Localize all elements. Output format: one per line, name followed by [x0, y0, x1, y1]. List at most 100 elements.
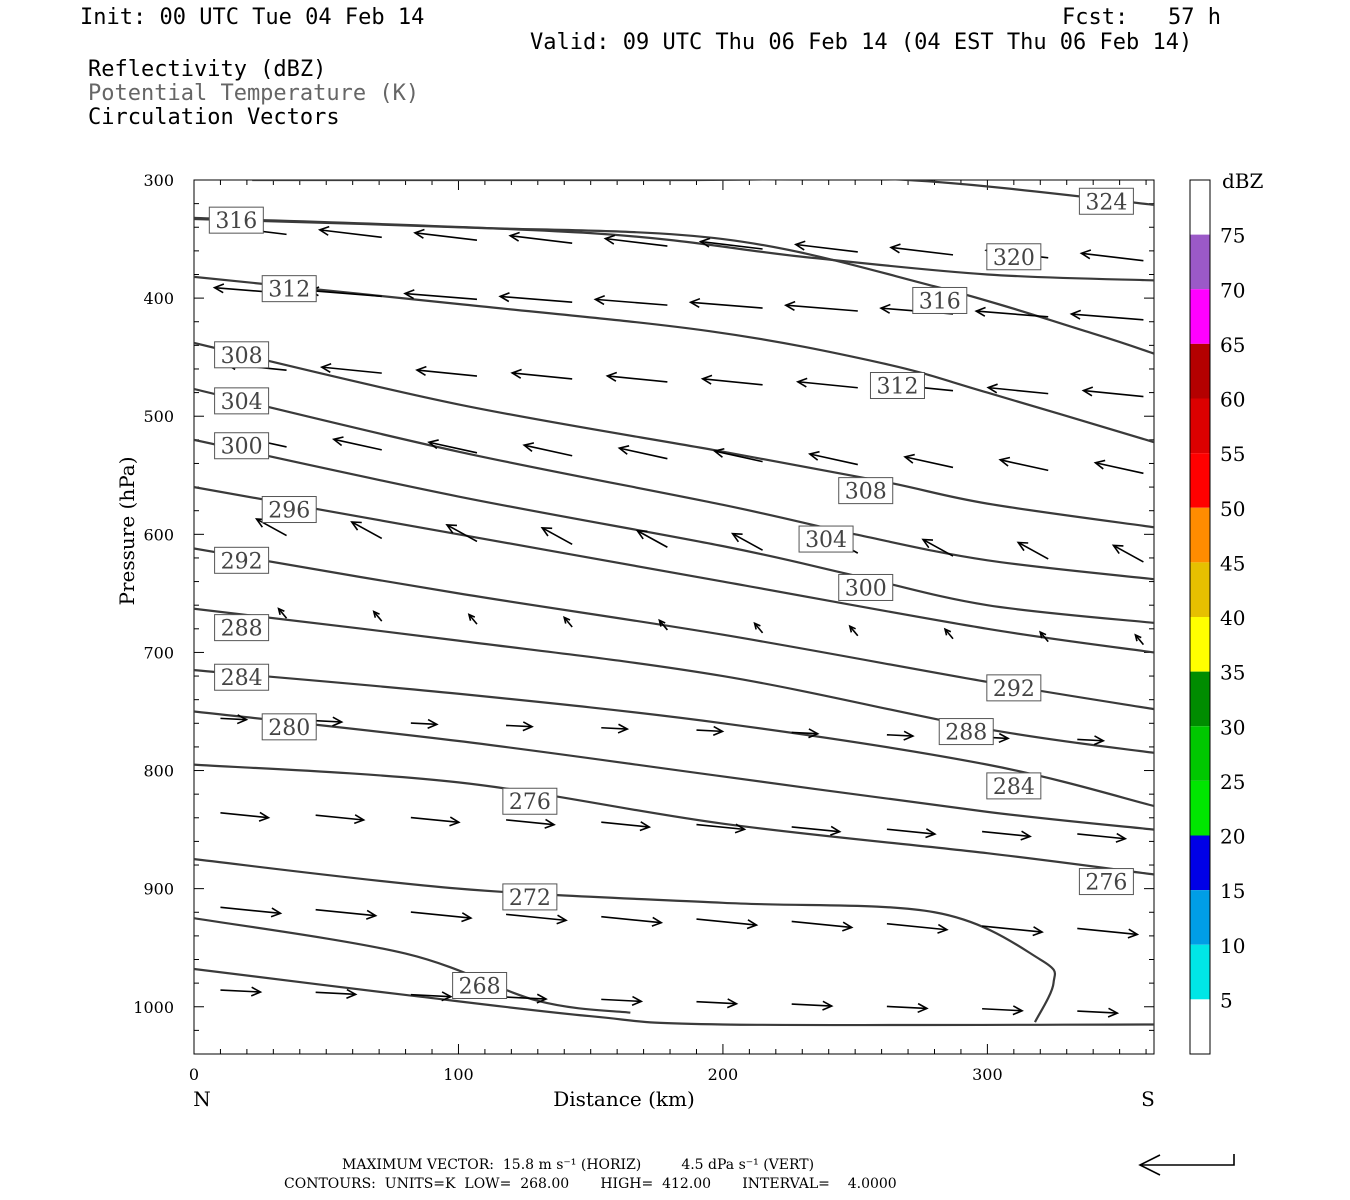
- colorbar-level: 35: [1220, 661, 1245, 685]
- circulation-vector: [220, 989, 261, 993]
- circulation-vector-head: [808, 728, 820, 739]
- circulation-vector: [791, 1003, 832, 1007]
- circulation-vector-head: [427, 718, 439, 729]
- circulation-vector: [791, 826, 840, 833]
- circulation-vector: [690, 301, 763, 309]
- circulation-vector: [256, 518, 287, 537]
- circulation-vector: [1081, 252, 1144, 262]
- isentrope-label: 292: [993, 677, 1035, 702]
- circulation-vector-head: [1093, 459, 1106, 470]
- circulation-vector-head: [413, 228, 425, 239]
- circulation-vector: [886, 828, 935, 835]
- isentrope-label-box: [838, 573, 894, 601]
- circulation-vector-head: [1020, 830, 1032, 841]
- circulation-vector: [607, 375, 668, 383]
- forecast-hour: Fcst: 57 h: [1062, 5, 1221, 30]
- circulation-vector: [601, 998, 642, 1003]
- circulation-vector-head: [350, 521, 362, 531]
- isentrope-label: 308: [221, 344, 263, 369]
- circulation-vector: [315, 908, 376, 917]
- colorbar-segment: [1190, 562, 1210, 617]
- isentrope-label-box: [214, 387, 270, 415]
- circulation-vector-head: [998, 732, 1010, 744]
- circulation-vector: [410, 911, 471, 919]
- circulation-vector-head: [605, 371, 618, 382]
- circulation-vector: [1095, 461, 1144, 475]
- colorbar-frame: [1189, 179, 1211, 1055]
- circulation-vector-head: [925, 828, 937, 839]
- y-tick-label: 300: [143, 171, 174, 190]
- circulation-vector: [696, 918, 757, 926]
- circulation-vector: [795, 243, 858, 253]
- circulation-vector: [414, 231, 478, 242]
- x-tick-label: 300: [972, 1065, 1003, 1084]
- north-label: N: [193, 1087, 211, 1111]
- circulation-vector: [410, 722, 437, 726]
- circulation-vector: [1017, 541, 1049, 560]
- isentrope-label-box: [261, 713, 317, 741]
- reference-vector: [1140, 1154, 1235, 1166]
- circulation-vector-head: [700, 374, 713, 385]
- isentrope-label-box: [214, 432, 270, 460]
- circulation-vector: [1077, 833, 1126, 840]
- circulation-vector: [922, 538, 954, 557]
- plot-frame: [193, 179, 1155, 1055]
- isentrope-label: 300: [845, 576, 887, 601]
- isentrope-label-box: [261, 275, 317, 303]
- colorbar-segment: [1190, 180, 1210, 235]
- colorbar-segment: [1190, 726, 1210, 781]
- circulation-vector: [468, 613, 478, 625]
- circulation-vector-head: [461, 912, 473, 923]
- circulation-vector: [696, 823, 745, 831]
- colorbar-level: 40: [1220, 606, 1245, 630]
- colorbar-segment: [1190, 343, 1210, 399]
- circulation-vector: [619, 447, 668, 460]
- isentrope-label-box: [869, 372, 925, 400]
- isentrope-label: 276: [1085, 871, 1127, 896]
- isentrope-label-box: [838, 477, 894, 505]
- circulation-vector-head: [536, 993, 548, 1004]
- circulation-vector: [333, 438, 382, 451]
- colorbar-segment: [1190, 999, 1210, 1054]
- isentrope-label-box: [938, 718, 994, 746]
- isentrope-line: [194, 763, 1154, 876]
- circulation-vector: [410, 816, 459, 824]
- circulation-vector-head: [441, 991, 453, 1002]
- isentrope-label: 272: [509, 886, 551, 911]
- circulation-vector-head: [746, 919, 759, 930]
- circulation-vector-head: [793, 240, 806, 251]
- circulation-vector-head: [903, 453, 915, 464]
- circulation-vector: [404, 292, 478, 301]
- circulation-vector-head: [730, 532, 743, 543]
- circulation-vector-head: [1081, 386, 1094, 397]
- isentrope-label-box: [912, 286, 968, 314]
- colorbar-level: 50: [1220, 497, 1245, 521]
- circulation-vector: [220, 906, 281, 915]
- circulation-vector-head: [403, 289, 415, 300]
- circulation-vector-head: [879, 303, 891, 314]
- isentrope-label-box: [214, 663, 270, 691]
- circulation-vector: [982, 1007, 1023, 1012]
- circulation-vector: [890, 246, 954, 256]
- y-tick-label: 1000: [133, 998, 174, 1017]
- circulation-vector-head: [353, 814, 366, 825]
- circulation-vector: [220, 717, 247, 721]
- isentrope-line: [194, 438, 1154, 624]
- colorbar-level: 15: [1220, 879, 1245, 903]
- circulation-vector: [373, 611, 383, 622]
- circulation-vector: [315, 719, 342, 723]
- circulation-vector-head: [712, 447, 725, 458]
- circulation-vector-head: [631, 995, 644, 1007]
- circulation-vector-head: [808, 450, 820, 461]
- isentrope-group: [194, 180, 1154, 1027]
- circulation-vector-head: [212, 283, 225, 294]
- colorbar-segment: [1190, 234, 1210, 290]
- isentrope-label: 316: [919, 289, 961, 314]
- colorbar-segment: [1190, 507, 1210, 563]
- circulation-vector-head: [903, 730, 915, 741]
- valid-time: Valid: 09 UTC Thu 06 Feb 14 (04 EST Thu …: [530, 30, 1193, 55]
- circulation-vector: [601, 726, 628, 730]
- circulation-vector-head: [998, 456, 1011, 467]
- isentrope-label: 324: [1085, 190, 1127, 215]
- circulation-vector: [886, 922, 947, 931]
